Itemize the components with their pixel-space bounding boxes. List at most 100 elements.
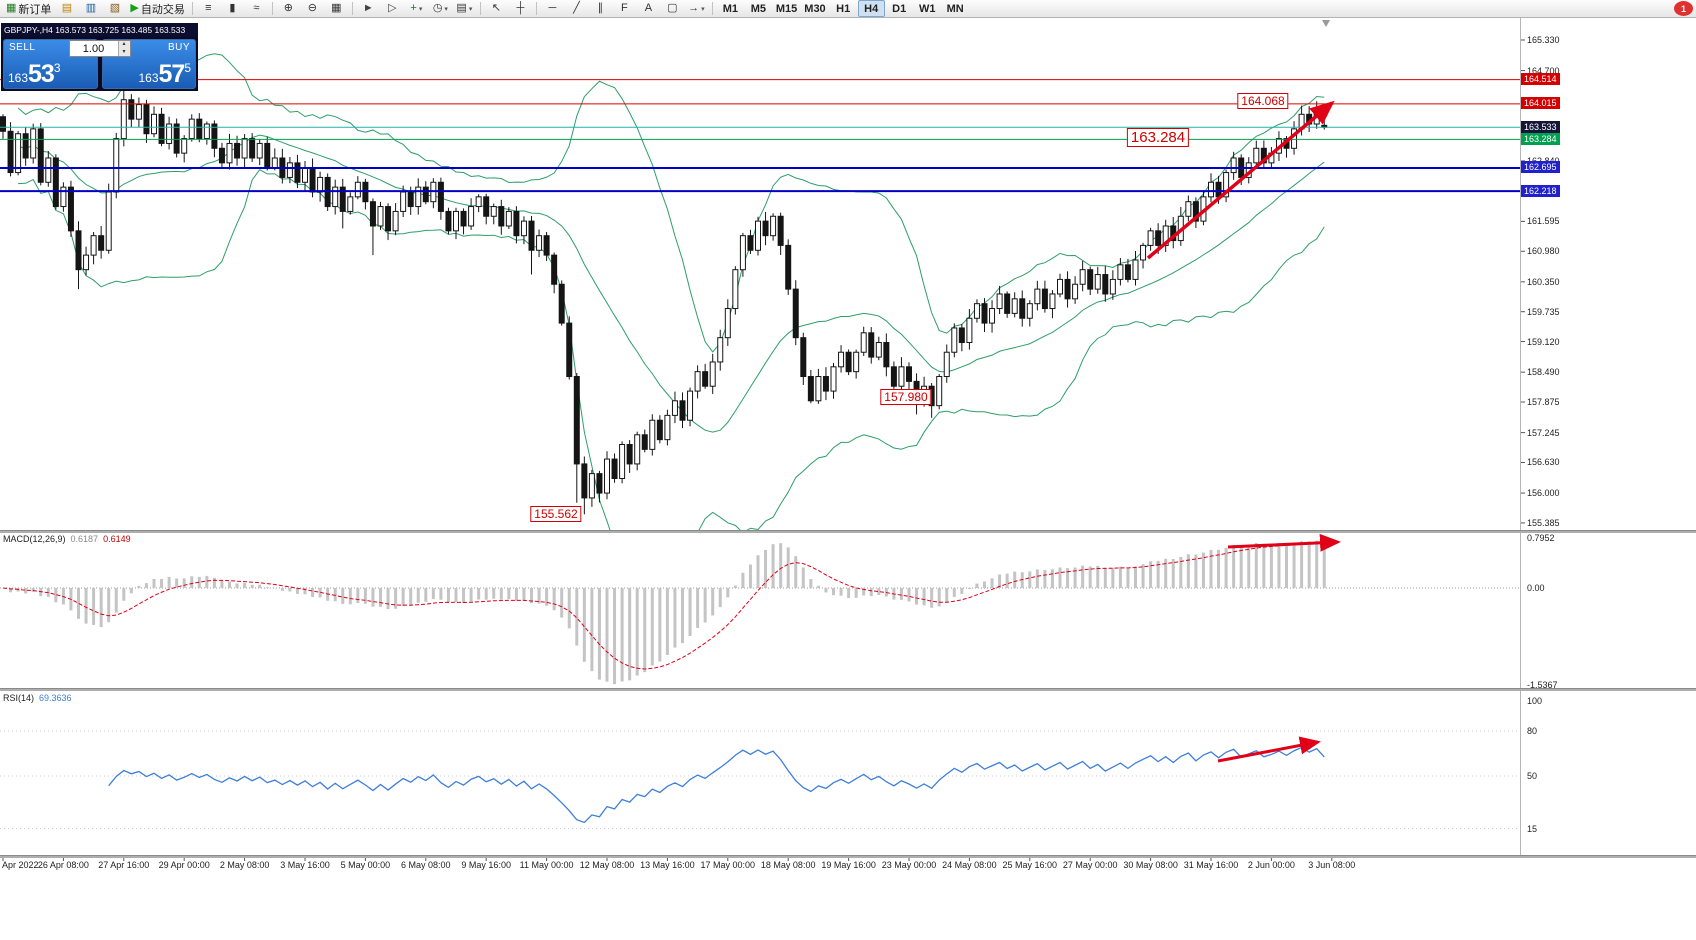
trend-arrows[interactable] (1146, 100, 1341, 763)
tf-w1[interactable]: W1 (914, 0, 941, 17)
new-order-button[interactable]: ▦ 新订单 (3, 0, 54, 17)
notification-badge[interactable]: 1 (1674, 1, 1693, 16)
cursor-button[interactable]: ↖ (485, 0, 508, 17)
time-axis-label: 26 Apr 08:00 (37, 860, 89, 870)
candles (0, 82, 1328, 515)
panel-separator[interactable] (0, 855, 1696, 858)
time-axis-label: 24 May 08:00 (942, 860, 997, 870)
price-axis-border (1520, 18, 1521, 856)
price-axis-label: 157.245 (1527, 427, 1560, 438)
templates-icon: ▤ (456, 2, 467, 14)
tf-h1[interactable]: H1 (830, 0, 857, 17)
tf-m15-label: M15 (775, 2, 798, 15)
new-order-icon: ▦ (6, 2, 17, 14)
time-axis-label: 11 May 00:00 (519, 860, 574, 870)
tf-m1-label: M1 (722, 2, 739, 15)
time-axis-label: 13 May 16:00 (640, 860, 695, 870)
crosshair-button[interactable]: ┼ (509, 0, 532, 17)
tf-mn-label: MN (946, 2, 964, 15)
chevron-down-icon: ▾ (444, 5, 448, 13)
tf-h4-label: H4 (864, 2, 879, 15)
macd-scale-label: 0.00 (1527, 583, 1545, 593)
price-axis-label: 164.700 (1527, 65, 1560, 76)
time-axis-label: 27 May 00:00 (1062, 860, 1118, 870)
tf-m30[interactable]: M30 (801, 0, 828, 17)
indicators-button[interactable]: + ▾ (405, 0, 428, 17)
chart-shift-button[interactable]: ▷ (381, 0, 404, 17)
tf-d1-label: D1 (892, 2, 907, 15)
horizontal-line-icon: ─ (548, 2, 557, 14)
price-annotation[interactable]: 164.068 (1237, 93, 1289, 110)
time-axis-label: 3 Jun 08:00 (1308, 860, 1356, 870)
arrow-objects-icon: → (688, 2, 700, 14)
zoom-out-button[interactable]: ⊖ (301, 0, 324, 17)
chart-window-button[interactable]: ▤ (55, 0, 78, 17)
fibonacci-button[interactable]: F (613, 0, 636, 17)
price-level-badge: 163.284 (1521, 132, 1560, 145)
tf-h4[interactable]: H4 (857, 0, 885, 17)
time-axis-label: 18 May 08:00 (760, 860, 816, 870)
zoom-out-icon: ⊖ (307, 2, 317, 14)
label-button[interactable]: ▢ (661, 0, 684, 17)
price-axis-label: 160.980 (1527, 246, 1560, 257)
tf-mn[interactable]: MN (942, 0, 969, 17)
price-annotation[interactable]: 155.562 (530, 506, 582, 523)
volume-down-button[interactable]: ▾ (118, 48, 130, 56)
line-chart-icon: ≈ (253, 2, 260, 14)
line-chart-button[interactable]: ≈ (245, 0, 268, 17)
new-order-button-label: 新订单 (18, 3, 52, 16)
panel-separator[interactable] (0, 530, 1696, 533)
chart-shift-marker[interactable] (1322, 20, 1330, 27)
auto-scroll-icon: ► (362, 2, 374, 14)
macd-label: MACD(12,26,9) 0.6187 0.6149 (3, 534, 131, 544)
periods-button[interactable]: ◷ ▾ (429, 0, 452, 17)
price-axis-label: 161.595 (1527, 216, 1560, 227)
time-axis-label: 3 May 16:00 (280, 860, 330, 870)
tf-m15[interactable]: M15 (773, 0, 800, 17)
tf-m1[interactable]: M1 (717, 0, 744, 17)
price-annotation[interactable]: 163.284 (1126, 128, 1190, 148)
market-watch-button[interactable]: ▥ (79, 0, 102, 17)
trend-arrow-rsi (1217, 736, 1321, 763)
price-level-badge: 162.695 (1521, 161, 1560, 174)
horizontal-line-button[interactable]: ─ (541, 0, 564, 17)
price-axis-label: 155.385 (1527, 517, 1560, 528)
price-level-badge: 163.533 (1521, 120, 1560, 133)
price-axis-label: 159.120 (1527, 336, 1560, 347)
templates-button[interactable]: ▤ ▾ (453, 0, 476, 17)
tile-windows-button[interactable]: ▦ (325, 0, 348, 17)
volume-value: 1.00 (82, 42, 105, 55)
volume-input[interactable]: 1.00 ▴ ▾ (68, 40, 131, 57)
volume-spinner: ▴ ▾ (117, 41, 130, 56)
navigator-button[interactable]: ▧ (103, 0, 126, 17)
price-annotation[interactable]: 157.980 (880, 388, 932, 405)
fibonacci-icon: F (621, 2, 628, 14)
play-icon: ▶ (130, 2, 139, 14)
price-level-badge: 164.514 (1521, 73, 1560, 86)
bar-chart-button[interactable]: ≡ (197, 0, 220, 17)
candlestick-chart-button[interactable]: ▮ (221, 0, 244, 17)
volume-up-button[interactable]: ▴ (118, 41, 130, 49)
autotrade-button[interactable]: ▶ 自动交易 (127, 0, 187, 17)
arrows-button[interactable]: → ▾ (685, 0, 708, 17)
trendline-button[interactable]: ╱ (565, 0, 588, 17)
sell-button[interactable]: SELL 163533 (3, 39, 98, 89)
text-button[interactable]: A (637, 0, 660, 17)
price-axis-label: 159.735 (1527, 306, 1560, 317)
time-axis-label: 17 May 00:00 (700, 860, 756, 870)
panel-separator[interactable] (0, 688, 1696, 691)
tf-d1[interactable]: D1 (886, 0, 913, 17)
navigator-icon: ▧ (109, 2, 121, 14)
tf-m5[interactable]: M5 (745, 0, 772, 17)
tf-h1-label: H1 (836, 2, 851, 15)
channel-button[interactable]: ∥ (589, 0, 612, 17)
time-axis-label: 30 May 08:00 (1123, 860, 1178, 870)
label-icon: ▢ (667, 2, 678, 14)
price-axis-label: 158.490 (1527, 367, 1560, 378)
time-axis-label: 25 May 16:00 (1002, 860, 1058, 870)
chart-window-icon: ▤ (61, 2, 73, 14)
auto-scroll-button[interactable]: ► (357, 0, 380, 17)
toolbar-separator (351, 2, 353, 15)
zoom-in-button[interactable]: ⊕ (277, 0, 300, 17)
